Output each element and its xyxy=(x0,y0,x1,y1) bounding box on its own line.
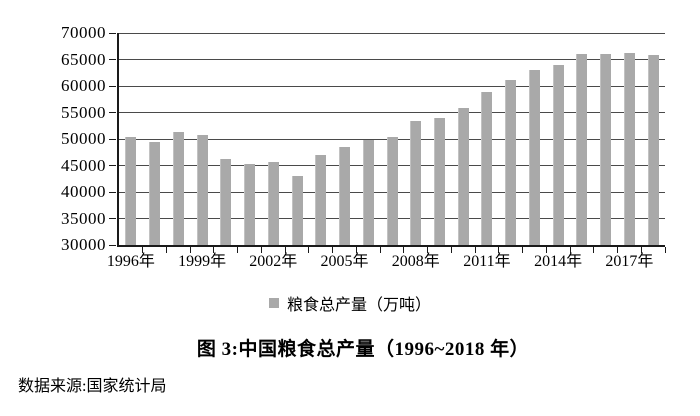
bar-2014 xyxy=(552,65,564,245)
y-tick xyxy=(109,165,116,166)
x-tick xyxy=(213,247,215,253)
bar-2016 xyxy=(600,53,612,245)
bar-1997 xyxy=(149,142,161,245)
bar-2017 xyxy=(623,53,635,245)
x-tick xyxy=(142,247,144,253)
bar-2004 xyxy=(315,155,327,245)
x-axis-tick-label: 2014年 xyxy=(534,253,583,270)
y-tick xyxy=(109,85,116,87)
bar-2000 xyxy=(220,159,232,245)
x-tick xyxy=(474,247,476,253)
bar-2005 xyxy=(339,147,351,245)
y-axis-tick-label: 45000 xyxy=(61,155,106,175)
y-axis-tick-label: 30000 xyxy=(61,235,106,254)
x-tick xyxy=(237,247,239,253)
bar-2007 xyxy=(386,136,398,245)
y-axis-tick-label: 60000 xyxy=(61,76,106,95)
x-tick xyxy=(593,247,595,253)
x-axis-tick-label: 2008年 xyxy=(391,253,440,270)
y-tick xyxy=(109,112,116,113)
y-axis-line xyxy=(117,33,119,247)
y-tick xyxy=(109,191,116,193)
y-tick xyxy=(109,32,116,34)
y-axis-tick-label: 50000 xyxy=(61,129,106,148)
figure-title: 图 3:中国粮食总产量（1996~2018 年） xyxy=(0,334,700,361)
figure-title-text: 图 3:中国粮食总产量（1996~2018 年） xyxy=(196,339,530,360)
data-source: 数据来源:国家统计局 xyxy=(18,378,167,395)
x-tick xyxy=(379,247,381,253)
legend: 粮食总产量（万吨） xyxy=(0,293,700,314)
gridline-60000 xyxy=(119,85,665,87)
gridline-70000 xyxy=(119,32,665,34)
x-tick xyxy=(260,247,262,253)
x-axis-line xyxy=(117,245,665,247)
x-tick xyxy=(165,247,167,253)
legend-label: 粮食总产量（万吨） xyxy=(286,297,431,314)
x-tick xyxy=(355,247,357,253)
y-tick xyxy=(109,59,116,60)
x-tick xyxy=(640,247,642,253)
x-axis-tick-label: 2017年 xyxy=(605,253,654,270)
bar-2015 xyxy=(576,53,588,245)
x-tick xyxy=(498,247,500,253)
x-tick xyxy=(569,247,571,253)
y-tick xyxy=(109,244,116,246)
bar-2013 xyxy=(528,69,540,245)
bar-2012 xyxy=(505,79,517,245)
x-tick xyxy=(189,247,191,253)
bar-2001 xyxy=(244,164,256,245)
y-axis-tick-label: 35000 xyxy=(61,208,106,228)
x-axis-tick-label: 2011年 xyxy=(463,253,511,270)
bar-2002 xyxy=(267,161,279,245)
bar-2010 xyxy=(457,107,469,245)
bar-2006 xyxy=(362,140,374,245)
y-axis-tick-label: 55000 xyxy=(61,102,106,122)
x-tick xyxy=(427,247,429,253)
x-axis-tick-label: 1996年 xyxy=(106,253,155,270)
bar-2011 xyxy=(481,92,493,245)
bar-2009 xyxy=(433,118,445,245)
bar-1996 xyxy=(125,136,137,245)
y-axis-tick-label: 65000 xyxy=(61,49,106,69)
gridline-55000 xyxy=(119,112,665,113)
legend-swatch-icon xyxy=(268,298,279,308)
x-tick xyxy=(403,247,405,253)
x-tick xyxy=(664,247,666,253)
x-tick xyxy=(522,247,524,253)
bar-2018 xyxy=(647,55,659,245)
y-axis-tick-label: 40000 xyxy=(61,182,106,201)
bar-1998 xyxy=(172,132,184,245)
x-tick xyxy=(545,247,547,253)
bar-2003 xyxy=(291,175,303,245)
y-tick xyxy=(109,138,116,140)
plot-area xyxy=(109,32,666,253)
x-axis-tick-label: 1999年 xyxy=(178,253,227,270)
y-tick xyxy=(109,218,116,219)
x-axis-labels: 1996年 1999年 2002年 2005年 2008年 2011年 2014年 2017年 xyxy=(107,252,665,274)
y-axis-tick-label: 70000 xyxy=(61,23,106,42)
gridline-65000 xyxy=(119,59,665,60)
x-axis-tick-label: 2002年 xyxy=(249,253,298,270)
x-axis-tick-label: 2005年 xyxy=(320,253,369,270)
bar-2008 xyxy=(410,120,422,245)
x-tick xyxy=(332,247,334,253)
bar-1999 xyxy=(196,134,208,245)
x-tick xyxy=(308,247,310,253)
x-tick xyxy=(617,247,619,253)
y-axis-labels: 30000 35000 40000 45000 50000 55000 60000 65000… xyxy=(0,24,106,254)
x-tick xyxy=(284,247,286,253)
x-tick xyxy=(450,247,452,253)
